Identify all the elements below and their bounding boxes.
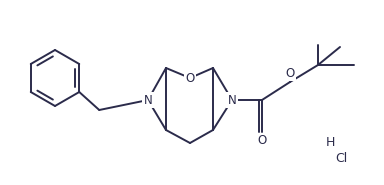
Text: H: H [325,137,335,149]
Text: O: O [257,134,266,147]
Text: O: O [285,66,295,80]
Text: N: N [228,93,237,107]
Text: Cl: Cl [335,152,347,164]
Text: N: N [144,93,152,107]
Text: O: O [185,71,195,85]
